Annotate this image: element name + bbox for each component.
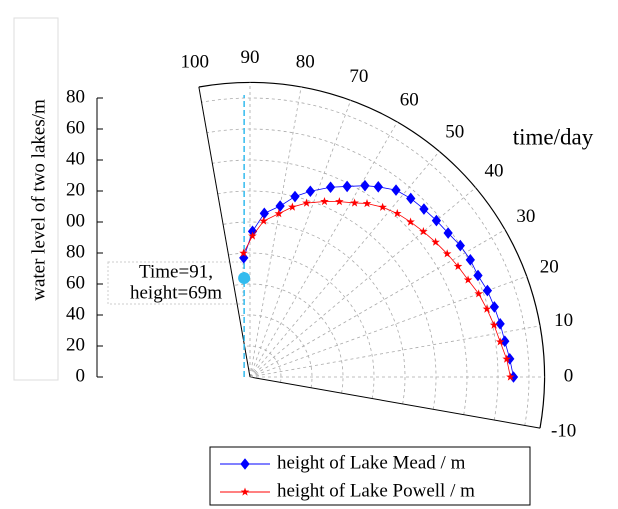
data-point: [239, 248, 248, 257]
data-point: [473, 269, 483, 282]
data-point: [360, 179, 370, 192]
r-tick-label: 20: [66, 334, 85, 355]
data-point: [465, 254, 475, 266]
angle-tick-label: 40: [484, 161, 503, 182]
angle-tick-label: 50: [445, 121, 464, 142]
data-point: [302, 198, 311, 207]
data-point: [392, 208, 402, 218]
angle-grid-line: [249, 121, 398, 378]
data-point: [502, 354, 511, 363]
data-point: [431, 237, 440, 246]
grid-arc: [239, 314, 313, 388]
legend: [209, 446, 531, 506]
angle-grid-line: [249, 229, 506, 378]
series-line: [243, 201, 511, 378]
data-point: [335, 197, 344, 206]
angle-grid-line: [249, 325, 541, 378]
grid-arc: [206, 128, 499, 421]
data-point: [350, 198, 359, 207]
annotation-text: Time=91,: [139, 261, 213, 282]
angle-tick-label: 60: [400, 90, 419, 111]
data-point: [463, 275, 473, 284]
angle-grid-line: [249, 187, 476, 378]
data-point: [275, 200, 285, 212]
data-point: [495, 337, 505, 346]
data-point: [419, 227, 428, 236]
data-point: [320, 197, 329, 206]
data-point: [453, 261, 463, 271]
annotation-text: height=69m: [130, 282, 222, 303]
y-axis-label: water level of two lakes/m: [28, 99, 49, 301]
angle-grid-line: [249, 376, 541, 429]
r-tick-label: 00: [66, 210, 85, 231]
angle-tick-label: 0: [564, 365, 574, 386]
r-tick-label: 60: [66, 272, 85, 293]
angle-tick-label: 10: [554, 310, 573, 331]
data-point: [474, 289, 483, 298]
angle-tick-label: 100: [180, 52, 209, 73]
data-point: [489, 320, 499, 329]
data-point: [290, 190, 300, 203]
r-tick-label: 40: [66, 148, 85, 169]
legend-label: height of Lake Mead / m: [277, 452, 466, 473]
r-tick-label: 80: [66, 241, 85, 262]
data-point: [288, 202, 297, 211]
legend-marker: [240, 487, 250, 496]
data-point: [482, 284, 493, 297]
angle-tick-label: 30: [516, 206, 535, 227]
data-point: [500, 335, 510, 347]
y-label-box: [13, 17, 59, 381]
legend-marker: [240, 458, 250, 470]
r-tick-label: 80: [66, 86, 85, 107]
data-point: [305, 185, 315, 198]
annotation-point: [238, 272, 251, 285]
legend-label: height of Lake Powell / m: [277, 480, 475, 501]
data-point: [482, 304, 492, 313]
grid-arc: [244, 345, 282, 383]
data-point: [378, 202, 387, 211]
data-point: [442, 249, 452, 258]
data-point: [406, 217, 415, 226]
r-tick-label: 40: [66, 303, 85, 324]
angle-grid-line: [249, 100, 352, 378]
data-point: [373, 181, 383, 193]
angle-tick-label: 20: [540, 256, 559, 277]
angle-tick-label: -10: [551, 421, 576, 442]
grid-arc: [212, 159, 468, 415]
data-point: [259, 207, 269, 220]
angle-tick-label: 80: [296, 52, 315, 73]
data-point: [406, 192, 416, 205]
data-point: [325, 181, 336, 194]
data-point: [274, 209, 284, 218]
grid-arc: [201, 97, 530, 426]
r-tick-label: 60: [66, 117, 85, 138]
outer-arc: [198, 81, 546, 429]
data-point: [362, 199, 372, 208]
angle-grid-line: [249, 86, 302, 378]
data-point: [495, 318, 505, 330]
data-point: [506, 372, 515, 381]
data-point: [259, 216, 268, 225]
data-point: [248, 231, 257, 240]
angle-axis-label: time/day: [513, 124, 594, 149]
data-point: [391, 184, 401, 196]
r-tick-label: 0: [76, 365, 86, 386]
grid-arc: [228, 252, 375, 399]
angle-tick-label: 90: [241, 47, 260, 68]
angle-grid-line: [198, 86, 251, 378]
data-point: [455, 239, 465, 252]
data-point: [431, 214, 442, 227]
data-point: [443, 227, 453, 239]
annotation-box: [107, 261, 244, 305]
r-tick-label: 20: [66, 179, 85, 200]
angle-grid-line: [249, 151, 440, 378]
data-point: [489, 301, 499, 313]
grid-arc: [233, 283, 344, 394]
data-point: [419, 203, 429, 215]
data-point: [342, 180, 352, 193]
angle-grid-line: [249, 275, 527, 378]
angle-tick-label: 70: [349, 66, 368, 87]
